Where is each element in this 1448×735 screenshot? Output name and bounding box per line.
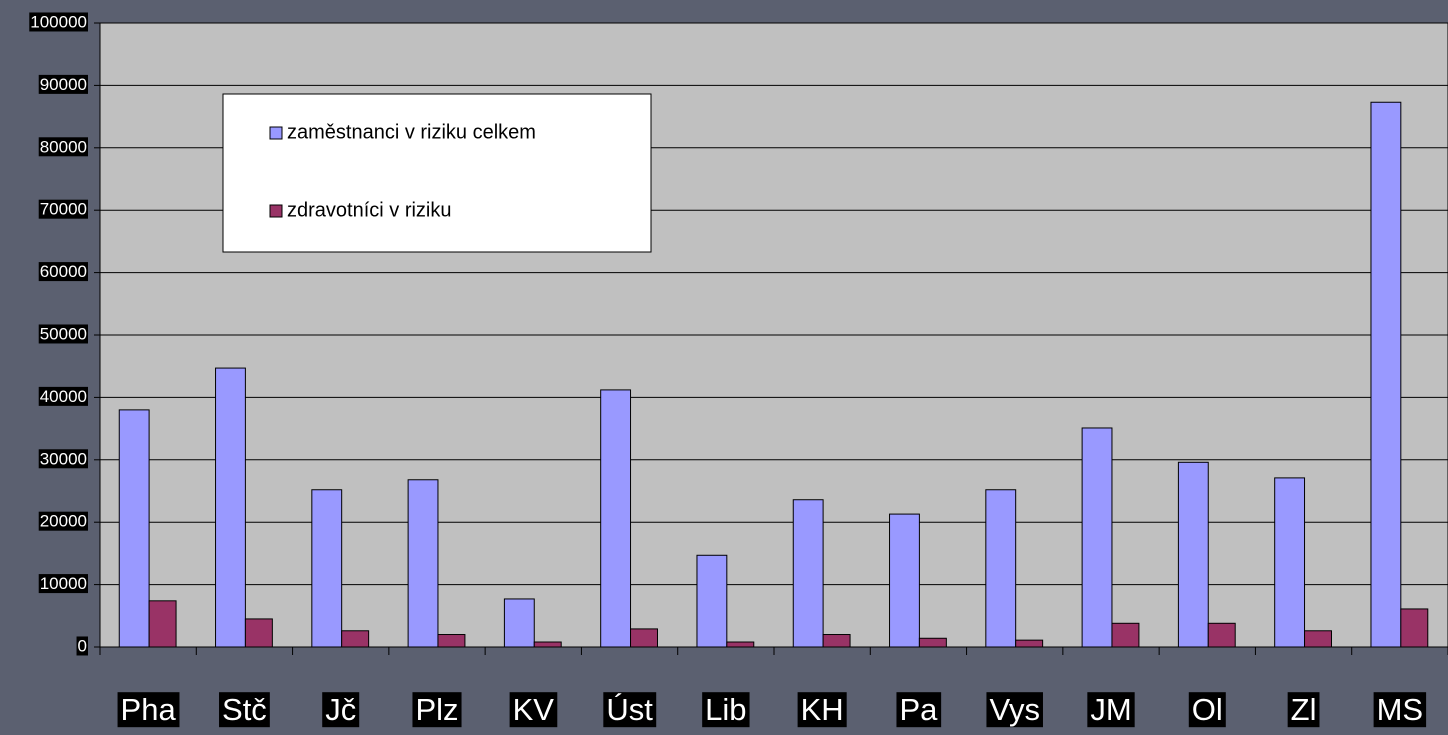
bar bbox=[118, 409, 150, 648]
legend-label: zaměstnanci v riziku celkem bbox=[287, 121, 536, 143]
y-tick-label: 70000 bbox=[40, 200, 87, 219]
y-tick-label-bg bbox=[38, 574, 88, 594]
x-tick-label: Pha bbox=[121, 692, 177, 727]
y-tick-label: 80000 bbox=[40, 137, 87, 156]
y-tick-label-bg bbox=[38, 137, 88, 157]
bar bbox=[533, 641, 562, 648]
bar bbox=[437, 634, 466, 648]
x-tick-label: Úst bbox=[606, 692, 653, 727]
bar bbox=[630, 628, 658, 648]
x-tick-label-bg bbox=[117, 692, 180, 728]
x-tick-label-bg bbox=[219, 692, 270, 728]
bar bbox=[1177, 461, 1209, 648]
x-tick-label-bg bbox=[509, 692, 558, 728]
y-tick-label: 30000 bbox=[40, 449, 87, 468]
y-tick-label: 60000 bbox=[40, 262, 87, 281]
x-tick-label-bg bbox=[1373, 692, 1427, 728]
y-tick-label-bg bbox=[38, 511, 88, 531]
x-tick-label-bg bbox=[797, 692, 847, 728]
y-tick-label-bg bbox=[76, 636, 88, 656]
y-tick-label-bg bbox=[38, 199, 88, 219]
x-tick-label: KV bbox=[513, 692, 555, 727]
bar bbox=[1304, 630, 1332, 648]
legend-swatch bbox=[269, 126, 283, 140]
x-tick-label-bg bbox=[412, 692, 462, 728]
x-tick-label: KH bbox=[801, 692, 844, 727]
bar bbox=[696, 554, 728, 648]
x-tick-label: MS bbox=[1377, 692, 1424, 727]
x-tick-label: Lib bbox=[705, 692, 746, 727]
y-tick-label: 50000 bbox=[40, 324, 87, 343]
x-tick-label-bg bbox=[986, 692, 1043, 728]
x-tick-label: Pa bbox=[899, 692, 938, 727]
x-tick-label: Plz bbox=[415, 692, 458, 727]
y-tick-label-bg bbox=[38, 74, 88, 94]
y-tick-label-bg bbox=[29, 12, 88, 32]
legend-label: zdravotníci v riziku bbox=[287, 199, 452, 221]
bar bbox=[215, 367, 246, 648]
bar bbox=[1111, 622, 1140, 648]
bar bbox=[244, 618, 273, 648]
bar bbox=[503, 598, 535, 648]
x-tick-label: Zl bbox=[1291, 692, 1317, 727]
x-tick-label-bg bbox=[702, 692, 750, 728]
y-tick-label: 90000 bbox=[40, 75, 87, 94]
x-tick-label-bg bbox=[322, 692, 360, 728]
y-tick-label-bg bbox=[38, 449, 88, 469]
bar bbox=[889, 513, 920, 648]
y-tick-label-bg bbox=[38, 386, 88, 406]
bar bbox=[985, 489, 1017, 648]
bar bbox=[148, 600, 177, 648]
x-tick-label-bg bbox=[1287, 692, 1320, 728]
bar bbox=[1207, 622, 1236, 648]
x-tick-label: Stč bbox=[222, 692, 267, 727]
x-tick-label: Ol bbox=[1192, 692, 1223, 727]
bar bbox=[311, 489, 343, 648]
x-tick-label: Vys bbox=[989, 692, 1040, 727]
legend bbox=[222, 93, 652, 253]
bar bbox=[341, 630, 370, 648]
bar bbox=[1400, 608, 1429, 648]
x-tick-label-bg bbox=[896, 692, 942, 728]
y-tick-label: 40000 bbox=[40, 387, 87, 406]
bar bbox=[792, 499, 824, 648]
y-tick-label: 0 bbox=[78, 636, 87, 655]
y-tick-label: 10000 bbox=[40, 574, 87, 593]
y-tick-label: 20000 bbox=[40, 512, 87, 531]
x-tick-label-bg bbox=[1188, 692, 1226, 728]
bar bbox=[600, 389, 632, 648]
bar bbox=[918, 637, 947, 648]
bar bbox=[1274, 477, 1306, 648]
bar bbox=[1370, 101, 1402, 648]
x-tick-label-bg bbox=[1087, 692, 1135, 728]
bar bbox=[822, 634, 851, 648]
bar bbox=[407, 479, 439, 648]
bar bbox=[1015, 639, 1044, 648]
x-tick-label-bg bbox=[603, 692, 657, 728]
bar bbox=[726, 641, 755, 648]
y-tick-label-bg bbox=[38, 262, 88, 282]
legend-swatch bbox=[269, 204, 283, 218]
x-tick-label: Jč bbox=[325, 692, 356, 727]
y-tick-label-bg bbox=[38, 324, 88, 344]
y-tick-label: 100000 bbox=[30, 12, 87, 31]
bar bbox=[1081, 427, 1113, 648]
x-tick-label: JM bbox=[1090, 692, 1131, 727]
